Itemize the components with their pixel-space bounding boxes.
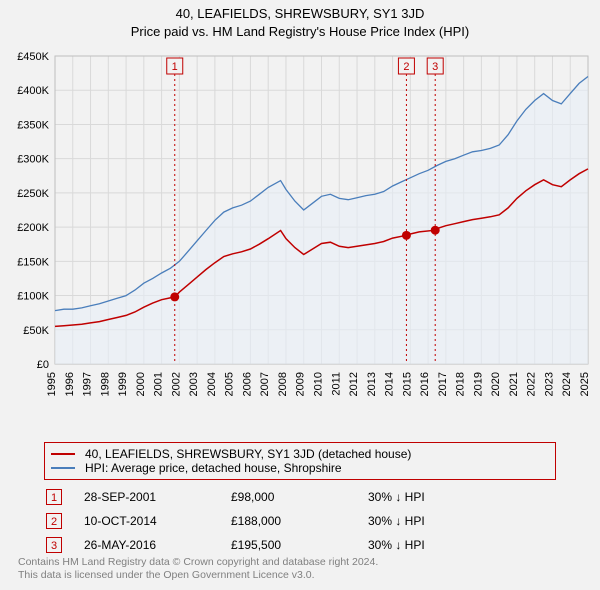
legend-item-property: 40, LEAFIELDS, SHREWSBURY, SY1 3JD (deta… (51, 447, 549, 461)
svg-text:£300K: £300K (17, 154, 49, 166)
legend-item-hpi: HPI: Average price, detached house, Shro… (51, 461, 549, 475)
marker-row: 1 28-SEP-2001 £98,000 30% ↓ HPI (46, 486, 425, 508)
svg-text:2009: 2009 (295, 372, 307, 396)
marker-date: 10-OCT-2014 (84, 510, 229, 532)
svg-text:2023: 2023 (543, 372, 555, 396)
svg-text:2010: 2010 (313, 372, 325, 396)
svg-text:1997: 1997 (82, 372, 94, 396)
svg-text:£100K: £100K (17, 291, 49, 303)
svg-text:2016: 2016 (419, 372, 431, 396)
marker-badge: 1 (46, 489, 62, 505)
svg-text:2021: 2021 (508, 372, 520, 396)
svg-text:2003: 2003 (188, 372, 200, 396)
svg-text:1: 1 (172, 61, 178, 73)
svg-text:£200K: £200K (17, 222, 49, 234)
svg-text:2015: 2015 (401, 372, 413, 396)
svg-text:2006: 2006 (241, 372, 253, 396)
svg-text:£400K: £400K (17, 85, 49, 97)
legend-swatch-property (51, 453, 75, 455)
svg-text:2: 2 (403, 61, 409, 73)
svg-text:1996: 1996 (64, 372, 76, 396)
marker-row: 2 10-OCT-2014 £188,000 30% ↓ HPI (46, 510, 425, 532)
svg-text:3: 3 (432, 61, 438, 73)
svg-text:2024: 2024 (561, 372, 573, 396)
legend: 40, LEAFIELDS, SHREWSBURY, SY1 3JD (deta… (44, 442, 556, 480)
legend-swatch-hpi (51, 467, 75, 469)
svg-text:2004: 2004 (206, 372, 218, 396)
marker-price: £98,000 (231, 486, 366, 508)
svg-text:2007: 2007 (259, 372, 271, 396)
marker-badge: 2 (46, 513, 62, 529)
svg-text:2020: 2020 (490, 372, 502, 396)
marker-pct: 30% ↓ HPI (368, 486, 425, 508)
markers-table: 1 28-SEP-2001 £98,000 30% ↓ HPI 2 10-OCT… (44, 484, 427, 558)
svg-text:£250K: £250K (17, 188, 49, 200)
marker-date: 28-SEP-2001 (84, 486, 229, 508)
svg-text:2022: 2022 (526, 372, 538, 396)
svg-text:1999: 1999 (117, 372, 129, 396)
svg-text:2017: 2017 (437, 372, 449, 396)
footer-line2: This data is licensed under the Open Gov… (18, 569, 315, 581)
svg-text:2011: 2011 (330, 372, 342, 396)
svg-text:2019: 2019 (472, 372, 484, 396)
svg-text:1998: 1998 (99, 372, 111, 396)
legend-label: 40, LEAFIELDS, SHREWSBURY, SY1 3JD (deta… (85, 447, 411, 461)
svg-text:2005: 2005 (224, 372, 236, 396)
svg-text:2002: 2002 (170, 372, 182, 396)
svg-text:2013: 2013 (366, 372, 378, 396)
marker-price: £188,000 (231, 510, 366, 532)
marker-price: £195,500 (231, 534, 366, 556)
footer-line1: Contains HM Land Registry data © Crown c… (18, 556, 378, 568)
chart-title-address: 40, LEAFIELDS, SHREWSBURY, SY1 3JD (0, 6, 600, 21)
price-chart: £0 £50K £100K £150K £200K £250K £300K £350K £400… (0, 44, 600, 434)
svg-text:£150K: £150K (17, 256, 49, 268)
svg-text:2025: 2025 (579, 372, 591, 396)
svg-text:1995: 1995 (46, 372, 58, 396)
footer-attribution: Contains HM Land Registry data © Crown c… (18, 556, 378, 582)
svg-text:£0: £0 (37, 359, 49, 371)
marker-pct: 30% ↓ HPI (368, 534, 425, 556)
svg-text:£50K: £50K (23, 325, 49, 337)
chart-title-subtitle: Price paid vs. HM Land Registry's House … (0, 24, 600, 39)
marker-pct: 30% ↓ HPI (368, 510, 425, 532)
svg-text:£350K: £350K (17, 119, 49, 131)
svg-text:2001: 2001 (153, 372, 165, 396)
marker-row: 3 26-MAY-2016 £195,500 30% ↓ HPI (46, 534, 425, 556)
svg-text:2018: 2018 (455, 372, 467, 396)
marker-date: 26-MAY-2016 (84, 534, 229, 556)
svg-text:2000: 2000 (135, 372, 147, 396)
svg-text:£450K: £450K (17, 51, 49, 63)
svg-text:2008: 2008 (277, 372, 289, 396)
legend-label: HPI: Average price, detached house, Shro… (85, 461, 342, 475)
svg-text:2012: 2012 (348, 372, 360, 396)
svg-text:2014: 2014 (384, 372, 396, 396)
marker-badge: 3 (46, 537, 62, 553)
